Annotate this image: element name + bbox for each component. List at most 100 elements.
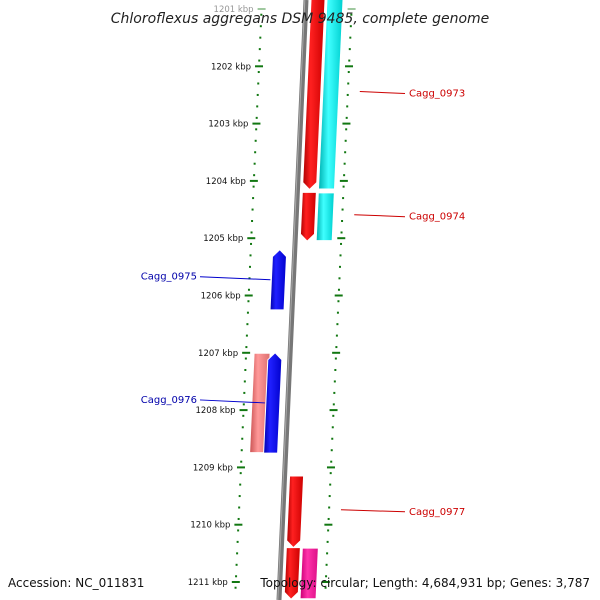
minor-tick-outer [342,185,345,188]
minor-tick-outer [344,139,347,142]
gene-label-leader [340,509,406,513]
minor-tick-inner [242,403,245,406]
minor-tick-inner [247,300,250,303]
tick-label: 1205 kbp [203,234,243,244]
minor-tick-inner [234,586,237,589]
genome-summary-text: Topology: circular; Length: 4,684,931 bp… [260,576,590,590]
minor-tick-inner [239,472,242,475]
minor-tick-outer [345,128,348,131]
minor-tick-inner [248,265,251,268]
minor-tick-outer [343,174,346,177]
minor-tick-outer [329,483,332,486]
gene-label-leader [354,214,406,218]
minor-tick-outer [342,197,345,200]
gene-feature[interactable] [299,191,317,242]
map-title: Chloroflexus aggregans DSM 9485, complet… [111,11,490,27]
minor-tick-outer [339,254,342,257]
minor-tick-inner [240,449,243,452]
minor-tick-inner [252,185,255,188]
minor-tick-outer [334,368,337,371]
gene-feature[interactable] [302,0,326,191]
minor-tick-inner [245,346,248,349]
minor-tick-inner [243,380,246,383]
tick-label: 1206 kbp [201,292,241,302]
gene-label[interactable]: Cagg_0976 [141,395,197,406]
gene-feature[interactable] [283,547,301,600]
minor-tick-outer [336,311,339,314]
tick-label: 1204 kbp [206,177,246,187]
minor-tick-inner [236,552,239,555]
tick-label: 1208 kbp [195,406,235,416]
minor-tick-outer [343,162,346,165]
minor-tick-inner [249,254,252,257]
minor-tick-inner [245,334,248,337]
gene-label[interactable]: Cagg_0975 [141,272,197,283]
minor-tick-inner [246,323,249,326]
minor-tick-inner [244,357,247,360]
cds-feature[interactable] [300,548,318,599]
minor-tick-inner [243,391,246,394]
minor-tick-outer [326,540,329,543]
backbone-line [276,0,309,600]
minor-tick-outer [338,277,341,280]
minor-tick-inner [256,93,259,96]
minor-tick-outer [327,529,330,532]
minor-tick-outer [324,586,327,589]
minor-tick-inner [252,197,255,200]
minor-tick-inner [244,368,247,371]
minor-tick-outer [347,71,350,74]
cds-feature[interactable] [319,0,343,189]
gene-feature[interactable] [269,248,287,311]
minor-tick-outer [341,208,344,211]
minor-tick-outer [330,449,333,452]
gene-layer [250,0,343,600]
minor-tick-inner [251,220,254,223]
tick-label: 1201 kbp [214,5,254,15]
minor-tick-inner [241,426,244,429]
genome-backbone [276,0,309,600]
gene-label[interactable]: Cagg_0977 [409,507,465,518]
minor-tick-outer [344,151,347,154]
minor-tick-outer [349,36,352,39]
minor-tick-inner [238,506,241,509]
gene-feature[interactable] [263,352,283,454]
minor-tick-inner [235,575,238,578]
minor-tick-outer [335,334,338,337]
gene-label-leader [199,276,271,281]
minor-tick-inner [253,174,256,177]
minor-tick-outer [340,231,343,234]
minor-tick-outer [349,25,352,28]
minor-tick-inner [258,59,261,62]
minor-tick-inner [251,208,254,211]
tick-label: 1209 kbp [193,463,233,473]
minor-tick-outer [332,414,335,417]
gene-feature[interactable] [286,475,305,549]
minor-tick-inner [237,517,240,520]
minor-tick-outer [333,391,336,394]
minor-tick-inner [241,437,244,440]
gene-label-leader [199,399,265,404]
tick-label: 1210 kbp [190,521,230,531]
minor-tick-outer [329,472,332,475]
minor-tick-outer [328,506,331,509]
minor-tick-inner [242,414,245,417]
cds-feature[interactable] [316,193,334,241]
minor-tick-outer [348,59,351,62]
minor-tick-inner [239,483,242,486]
minor-tick-inner [250,242,253,245]
minor-tick-outer [332,403,335,406]
minor-tick-inner [254,151,257,154]
tick-layer: 1201 kbp 1202 kbp 1203 kbp 1204 kbp 1205 kbp… [188,5,356,589]
gene-label[interactable]: Cagg_0973 [409,89,465,100]
tick-label: 1207 kbp [198,349,238,359]
minor-tick-outer [337,288,340,291]
minor-tick-outer [335,346,338,349]
minor-tick-outer [331,437,334,440]
gene-label[interactable]: Cagg_0974 [409,212,465,223]
minor-tick-outer [345,116,348,119]
minor-tick-inner [254,139,257,142]
minor-tick-outer [334,357,337,360]
minor-tick-outer [325,563,328,566]
minor-tick-outer [330,460,333,463]
